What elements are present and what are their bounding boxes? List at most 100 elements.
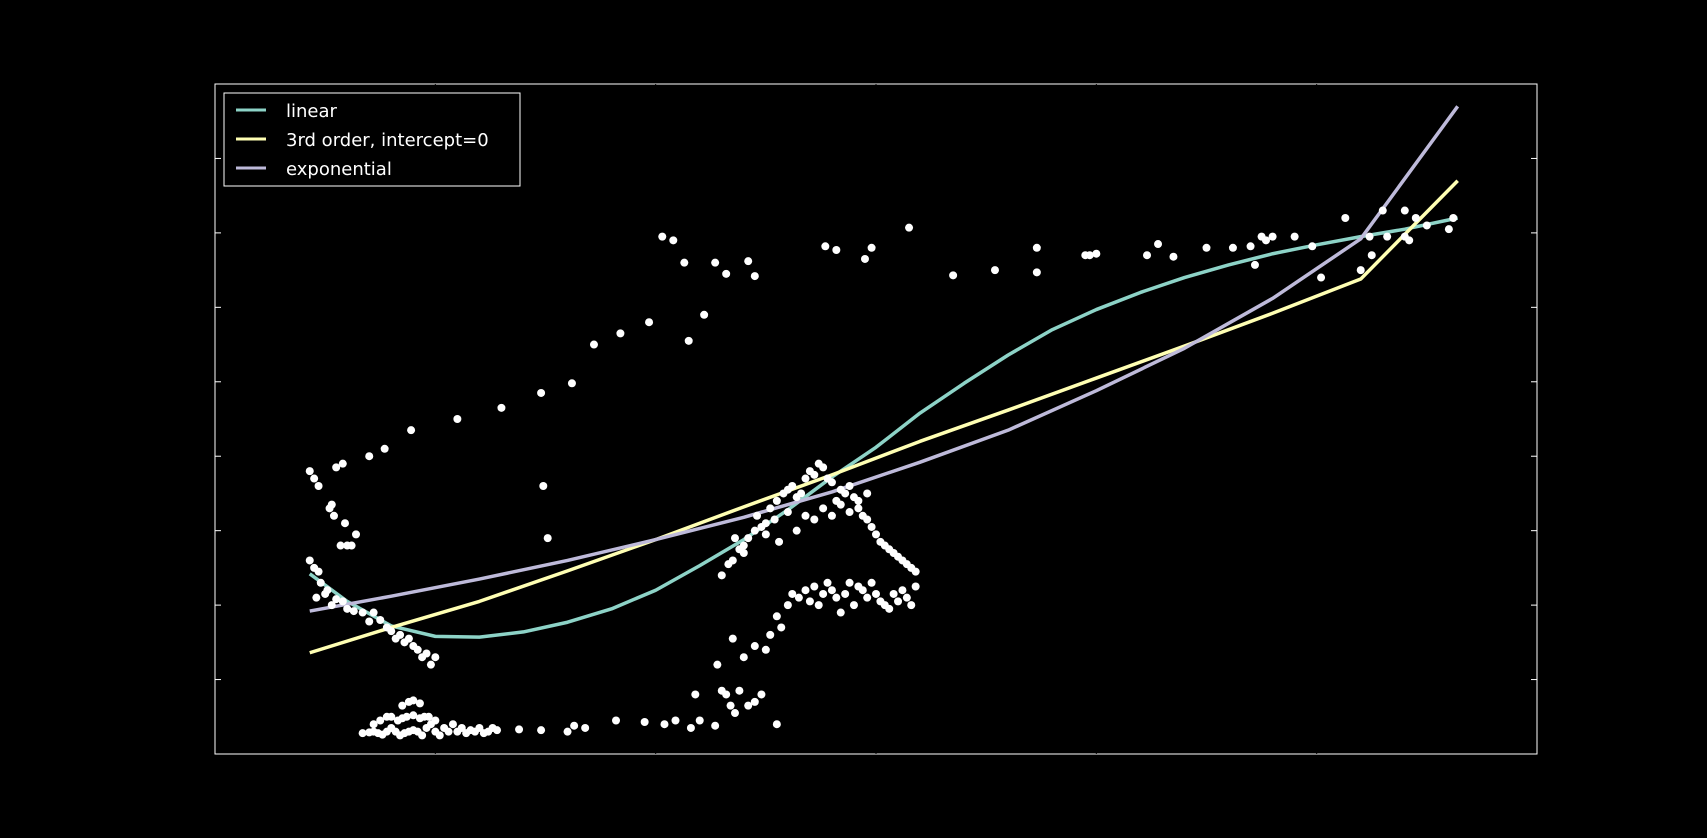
data-point: [819, 589, 828, 598]
data-point: [911, 567, 920, 576]
data-point: [612, 716, 621, 725]
data-point: [832, 593, 841, 602]
data-point: [905, 223, 914, 232]
data-point: [788, 589, 797, 598]
data-point: [444, 727, 453, 736]
data-point: [990, 266, 999, 275]
data-point: [1228, 243, 1237, 252]
data-point: [860, 254, 869, 263]
data-point: [409, 696, 418, 705]
data-point: [352, 530, 361, 539]
data-point: [493, 726, 502, 735]
data-point: [1405, 236, 1414, 245]
data-point: [761, 645, 770, 654]
legend-label-cubic: 3rd order, intercept=0: [286, 130, 489, 151]
data-point: [543, 534, 552, 543]
data-point: [1092, 249, 1101, 258]
data-point: [358, 729, 367, 738]
data-point: [907, 601, 916, 610]
data-point: [380, 444, 389, 453]
data-point: [305, 556, 314, 565]
data-point: [794, 593, 803, 602]
data-point: [717, 571, 726, 580]
data-point: [770, 515, 779, 524]
data-point: [409, 711, 418, 720]
data-point: [810, 582, 819, 591]
data-point: [314, 482, 323, 490]
data-point: [475, 723, 484, 732]
data-point: [711, 721, 720, 730]
data-point: [435, 731, 444, 740]
data-point: [832, 246, 841, 255]
data-point: [431, 716, 440, 725]
data-point: [658, 232, 667, 241]
data-point: [589, 340, 598, 349]
data-point: [713, 660, 722, 669]
data-point: [827, 478, 836, 487]
data-point: [1383, 232, 1392, 241]
data-point: [739, 549, 748, 557]
data-point: [726, 701, 735, 710]
data-point: [728, 634, 737, 643]
data-point: [761, 519, 770, 528]
data-point: [369, 720, 378, 729]
data-point: [570, 721, 579, 730]
data-point: [671, 716, 680, 725]
data-point: [537, 388, 546, 397]
data-point: [347, 541, 356, 550]
data-point: [858, 586, 867, 595]
data-point: [1341, 214, 1350, 222]
data-point: [616, 329, 625, 338]
data-point: [730, 709, 739, 718]
data-point: [1308, 242, 1317, 251]
data-point: [744, 257, 753, 266]
data-point: [744, 534, 753, 543]
data-point: [757, 690, 766, 699]
data-point: [889, 589, 898, 598]
legend: linear 3rd order, intercept=0 exponentia…: [223, 92, 521, 187]
data-point: [750, 526, 759, 535]
data-point: [332, 463, 341, 472]
data-point: [567, 379, 576, 388]
data-point: [735, 686, 744, 695]
data-point: [894, 597, 903, 606]
series-line-linear: [308, 216, 1459, 639]
data-point: [327, 500, 336, 509]
data-point: [340, 519, 349, 528]
data-point: [413, 645, 422, 654]
data-point: [684, 336, 693, 345]
data-point: [730, 534, 739, 543]
scatter-points: [305, 206, 1458, 740]
data-point: [539, 482, 548, 490]
data-point: [827, 511, 836, 520]
data-point: [431, 653, 440, 662]
data-point: [805, 597, 814, 606]
data-point: [867, 243, 876, 252]
data-point: [398, 701, 407, 710]
data-point: [660, 720, 669, 729]
data-point: [750, 697, 759, 706]
data-point: [349, 607, 358, 616]
data-point: [854, 496, 863, 505]
data-point: [836, 500, 845, 509]
data-point: [343, 604, 352, 613]
data-point: [329, 511, 338, 520]
data-point: [1444, 225, 1453, 234]
data-point: [327, 601, 336, 610]
data-point: [497, 403, 506, 412]
data-point: [845, 482, 854, 490]
data-point: [537, 726, 546, 735]
data-point: [338, 459, 347, 468]
data-point: [821, 242, 830, 251]
data-point: [867, 578, 876, 587]
data-point: [387, 712, 396, 721]
data-point: [1032, 268, 1041, 277]
data-point: [739, 653, 748, 662]
data-point: [761, 530, 770, 539]
data-point: [836, 608, 845, 617]
data-point: [457, 723, 466, 732]
data-point: [1154, 240, 1163, 249]
data-point: [1400, 206, 1409, 215]
data-point: [376, 616, 385, 624]
data-point: [686, 723, 695, 732]
